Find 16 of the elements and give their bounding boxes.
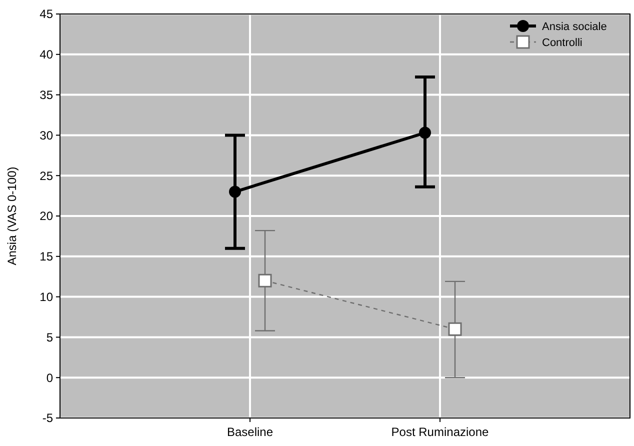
y-axis-title: Ansia (VAS 0-100) <box>5 166 19 266</box>
y-tick-label: 10 <box>40 290 54 304</box>
y-tick-label: 0 <box>46 370 54 385</box>
x-tick-label: Baseline <box>226 425 274 439</box>
y-tick-label: 15 <box>40 250 54 264</box>
y-tick-label: 25 <box>40 168 54 183</box>
y-tick-label: 30 <box>40 128 54 142</box>
y-tick-label: 35 <box>40 88 54 102</box>
y-tick-label: 45 <box>40 7 54 22</box>
y-tick-label: 5 <box>46 330 54 344</box>
x-tick-label: Post Ruminazione <box>391 425 490 439</box>
legend-label: Controlli <box>542 36 582 49</box>
legend-label: Ansia sociale <box>542 20 607 33</box>
y-tick-label: 20 <box>40 209 54 224</box>
y-tick-label: 40 <box>40 48 54 62</box>
y-tick-label: -5 <box>42 411 54 426</box>
